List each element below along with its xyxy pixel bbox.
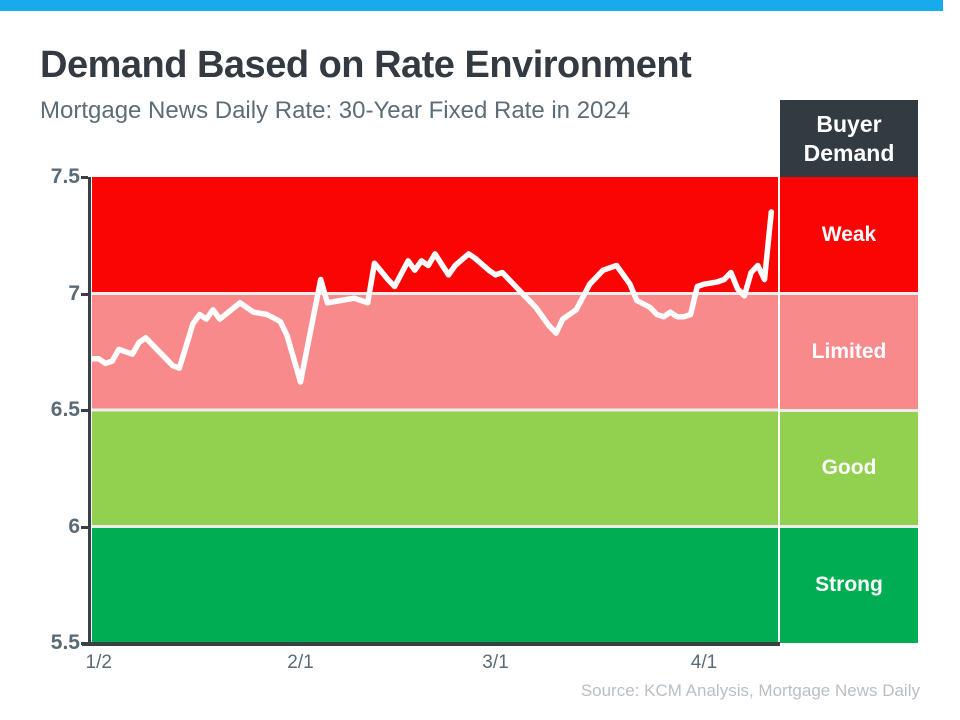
x-tick-label: 4/1	[690, 652, 718, 673]
legend-band-label: Good	[821, 456, 877, 480]
legend-band-limited: Limited	[780, 293, 918, 410]
y-tick-mark	[81, 525, 88, 529]
source-credit: Source: KCM Analysis, Mortgage News Dail…	[580, 681, 920, 700]
y-tick-mark	[81, 176, 88, 179]
y-tick-label: 6	[68, 514, 80, 538]
page-title: Demand Based on Rate Environment	[40, 44, 692, 86]
legend-band-label: Strong	[815, 572, 883, 596]
legend-band-divider	[780, 292, 918, 295]
y-tick-label: 5.5	[50, 631, 80, 654]
page-subtitle: Mortgage News Daily Rate: 30-Year Fixed …	[40, 97, 631, 124]
top-accent-bar	[0, 0, 943, 11]
legend-band-weak: Weak	[780, 177, 918, 294]
legend-band-list: Weak Limited Good Strong	[780, 177, 918, 643]
band-strong	[92, 526, 778, 643]
legend-header: Buyer Demand	[780, 100, 918, 177]
x-tick-label: 2/1	[287, 652, 314, 673]
y-tick-label: 7.5	[50, 165, 80, 188]
legend-header-line1: Buyer	[816, 110, 882, 137]
x-axis-line	[82, 642, 780, 646]
y-tick-label: 6.5	[50, 398, 80, 421]
y-tick-mark	[81, 642, 88, 645]
y-tick-mark	[81, 409, 88, 412]
band-good	[92, 410, 778, 527]
y-tick-label: 7	[68, 281, 80, 305]
legend-band-label: Weak	[821, 223, 877, 247]
band-limited	[92, 293, 778, 410]
legend-band-good: Good	[780, 410, 918, 527]
legend-band-strong: Strong	[780, 526, 918, 643]
y-axis-line	[88, 177, 91, 646]
y-tick-mark	[81, 292, 88, 296]
legend-band-divider	[780, 408, 918, 412]
rate-line	[92, 209, 775, 385]
legend-band-label: Limited	[811, 339, 887, 363]
band-weak	[92, 177, 778, 294]
x-tick-label: 1/2	[85, 652, 112, 673]
legend-header-line2: Demand	[803, 139, 895, 166]
rate-line-chart	[92, 177, 778, 643]
legend-band-divider	[780, 525, 918, 528]
chart-plot-area	[92, 177, 778, 643]
x-tick-label: 3/1	[482, 652, 509, 673]
